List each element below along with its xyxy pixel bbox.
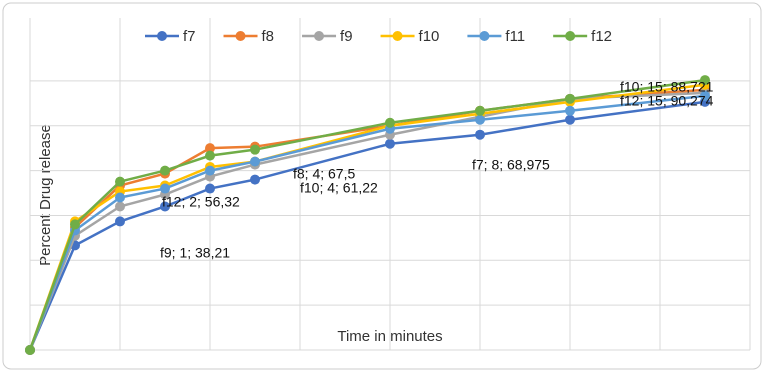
data-label: f9; 1; 38,21 (160, 245, 230, 261)
legend-item: f9 (302, 28, 353, 45)
data-point (565, 105, 575, 116)
data-label: f10; 4; 61,22 (300, 180, 378, 196)
legend-marker (314, 31, 325, 41)
series-line (28, 94, 706, 351)
data-point (115, 192, 125, 203)
data-point (565, 114, 575, 125)
data-point (385, 117, 395, 128)
data-label: f12; 2; 56,32 (162, 194, 240, 210)
series-line (28, 100, 706, 351)
legend-label: f9 (340, 28, 353, 45)
data-point (565, 93, 575, 104)
series-line (28, 83, 706, 351)
data-point (385, 138, 395, 149)
legend-marker (157, 31, 167, 41)
data-label: f10; 15; 88,721 (620, 79, 714, 95)
legend-marker (479, 31, 490, 41)
legend-label: f8 (262, 28, 275, 45)
data-point (115, 176, 125, 187)
legend-label: f11 (505, 28, 525, 45)
data-point (250, 156, 260, 167)
data-point (160, 201, 170, 212)
y-axis-label: Percent Drug release (37, 124, 54, 266)
legend-item: f7 (145, 28, 196, 45)
data-point (205, 183, 215, 194)
data-point (205, 143, 215, 154)
legend-item: f10 (380, 28, 440, 45)
data-point (475, 129, 485, 140)
data-point (205, 150, 215, 161)
data-point (160, 165, 170, 176)
data-label: f12; 15; 90,274 (620, 93, 714, 109)
data-point (25, 345, 35, 355)
legend-marker (392, 31, 403, 41)
data-point (115, 201, 125, 212)
data-label: f7; 8; 68,975 (472, 157, 550, 173)
data-label: f8; 4; 67,5 (293, 166, 355, 182)
data-point (205, 165, 215, 176)
data-point (250, 144, 260, 155)
legend-item: f11 (467, 28, 525, 45)
series-line (28, 78, 706, 351)
legend-item: f8 (223, 28, 275, 45)
data-point (250, 174, 260, 185)
data-point (475, 114, 485, 125)
data-point (475, 105, 485, 116)
legend-label: f7 (183, 28, 196, 45)
legend-label: f12 (591, 28, 612, 45)
data-point (70, 219, 80, 230)
legend-label: f10 (419, 28, 440, 45)
data-point (115, 216, 125, 227)
data-point (160, 183, 170, 194)
legend-marker (235, 31, 246, 41)
legend-marker (565, 31, 576, 41)
data-point (700, 75, 710, 86)
legend-item: f12 (553, 28, 612, 45)
data-point (700, 90, 710, 101)
